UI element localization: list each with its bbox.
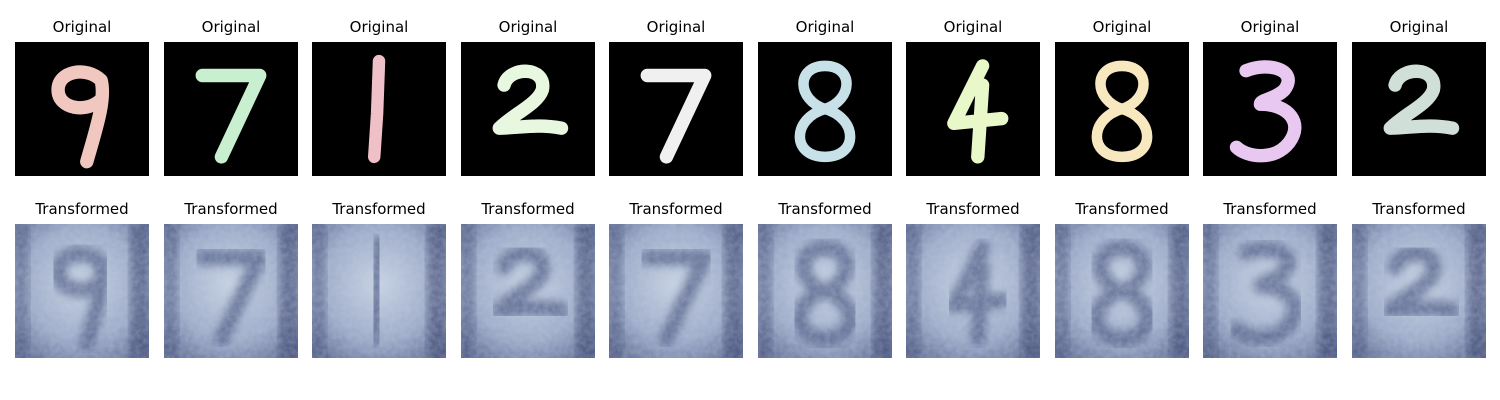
panel-title: Original: [1092, 18, 1152, 36]
digit-stroke: [1091, 60, 1153, 163]
panel-title: Transformed: [184, 200, 278, 218]
panel-title: Original: [795, 18, 855, 36]
transformed-digit-7-image: [609, 224, 743, 358]
panel-title: Original: [943, 18, 1003, 36]
panel-title: Transformed: [778, 200, 872, 218]
transformed-digit-2-image: [1352, 224, 1486, 358]
digit-stroke: [367, 54, 386, 164]
digit-4-image: [906, 42, 1040, 176]
panel-title: Original: [1240, 18, 1300, 36]
digit-stroke: [947, 59, 1009, 164]
panel-title: Transformed: [926, 200, 1020, 218]
panel-title: Transformed: [1075, 200, 1169, 218]
panel-title: Transformed: [1372, 200, 1466, 218]
panel-title: Original: [498, 18, 558, 36]
panel-title: Transformed: [35, 200, 129, 218]
panel-title: Transformed: [332, 200, 426, 218]
digit-8-image: [758, 42, 892, 176]
transformed-digit-2-image: [461, 224, 595, 358]
digit-7-image: [164, 42, 298, 176]
digit-stroke: [640, 68, 712, 164]
transformed-digit-8-image: [758, 224, 892, 358]
panel-title: Original: [349, 18, 409, 36]
digit-stroke: [1383, 64, 1460, 135]
transformed-digit-1-image: [312, 224, 446, 358]
transformed-digit-8-image: [1055, 224, 1189, 358]
panel-title: Original: [52, 18, 112, 36]
digit-1-image: [312, 42, 446, 176]
digit-stroke: [1229, 60, 1302, 163]
transformed-digit-9-image: [15, 224, 149, 358]
transformed-digit-3-image: [1203, 224, 1337, 358]
panel-title: Original: [201, 18, 261, 36]
digit-stroke: [51, 65, 110, 169]
panel-title: Transformed: [481, 200, 575, 218]
digit-2-image: [461, 42, 595, 176]
digit-stroke: [195, 68, 267, 164]
panel-title: Transformed: [1223, 200, 1317, 218]
digit-8-image: [1055, 42, 1189, 176]
transformed-digit-7-image: [164, 224, 298, 358]
panel-title: Transformed: [629, 200, 723, 218]
digit-2-image: [1352, 42, 1486, 176]
panel-title: Original: [646, 18, 706, 36]
digit-stroke: [492, 64, 569, 135]
digit-7-image: [609, 42, 743, 176]
transformed-digit-4-image: [906, 224, 1040, 358]
digit-3-image: [1203, 42, 1337, 176]
digit-stroke: [794, 60, 856, 163]
panel-title: Original: [1389, 18, 1449, 36]
digit-9-image: [15, 42, 149, 176]
